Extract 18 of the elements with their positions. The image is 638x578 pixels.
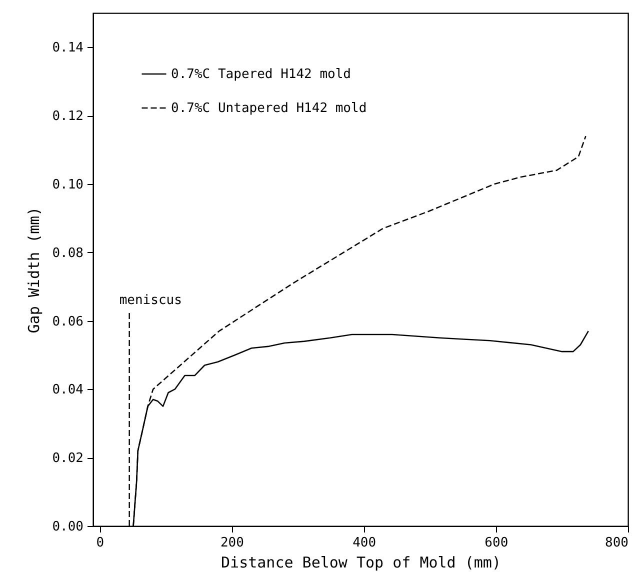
y-tick-label: 0.04 [52, 382, 84, 398]
y-tick-label: 0.10 [52, 178, 84, 192]
y-tick-label: 0.06 [52, 314, 84, 330]
x-tick-label: 800 [605, 536, 628, 550]
x-tick-label: 600 [484, 536, 508, 550]
ref-line-label: meniscus [119, 293, 182, 308]
legend-label: 0.7%C Untapered H142 mold [171, 101, 367, 116]
x-tick-label: 0 [96, 536, 104, 550]
x-tick-label: 200 [220, 536, 244, 550]
y-tick-label: 0.02 [52, 451, 84, 466]
y-tick-label: 0.12 [52, 109, 84, 124]
x-axis-title: Distance Below Top of Mold (mm) [221, 554, 501, 572]
x-tick-label: 400 [352, 536, 376, 550]
y-tick-label: 0.00 [52, 520, 84, 534]
y-tick-label: 0.14 [52, 40, 84, 56]
y-axis-title: Gap Width (mm) [25, 206, 44, 334]
y-tick-label: 0.08 [52, 246, 84, 261]
legend-label: 0.7%C Tapered H142 mold [171, 67, 352, 82]
